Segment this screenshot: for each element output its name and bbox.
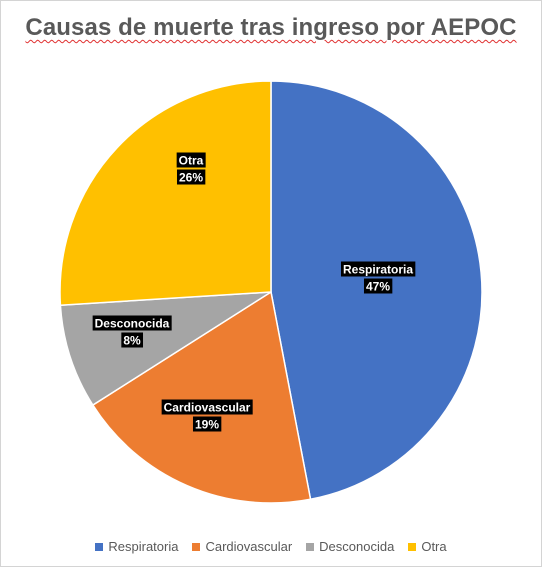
- legend-label: Respiratoria: [108, 539, 179, 554]
- legend-label: Otra: [421, 539, 447, 554]
- data-label-name: Desconocida: [95, 317, 170, 331]
- legend-swatch: [306, 542, 315, 551]
- data-label-otra: Otra 26%: [176, 152, 206, 185]
- data-label-value: 8%: [123, 334, 141, 348]
- data-label-name: Otra: [179, 154, 204, 168]
- data-label-name: Cardiovascular: [164, 401, 251, 415]
- data-label-respiratoria: Respiratoria 47%: [340, 261, 416, 294]
- data-label-desconocida: Desconocida 8%: [92, 315, 172, 348]
- legend-swatch: [408, 542, 417, 551]
- data-label-value: 47%: [366, 280, 390, 294]
- data-label-name: Respiratoria: [343, 263, 413, 277]
- legend-label: Desconocida: [319, 539, 395, 554]
- legend-item-cardiovascular: Cardiovascular: [192, 539, 292, 554]
- legend-swatch: [95, 542, 104, 551]
- legend-swatch: [192, 542, 201, 551]
- legend-label: Cardiovascular: [205, 539, 293, 554]
- data-label-value: 26%: [179, 171, 203, 185]
- chart-title-text: Causas de muerte tras ingreso por AEPOC: [25, 14, 517, 41]
- pie-slice-otra: [59, 80, 272, 307]
- pie-slice-cardiovascular: [91, 290, 312, 504]
- data-label-value: 19%: [195, 418, 219, 432]
- legend-item-desconocida: Desconocida: [306, 539, 394, 554]
- chart-title: Causas de muerte tras ingreso por AEPOC: [0, 14, 542, 42]
- data-label-cardiovascular: Cardiovascular 19%: [161, 399, 253, 432]
- legend-item-otra: Otra: [408, 539, 447, 554]
- legend-item-respiratoria: Respiratoria: [95, 539, 178, 554]
- legend: Respiratoria Cardiovascular Desconocida Otr…: [0, 539, 542, 554]
